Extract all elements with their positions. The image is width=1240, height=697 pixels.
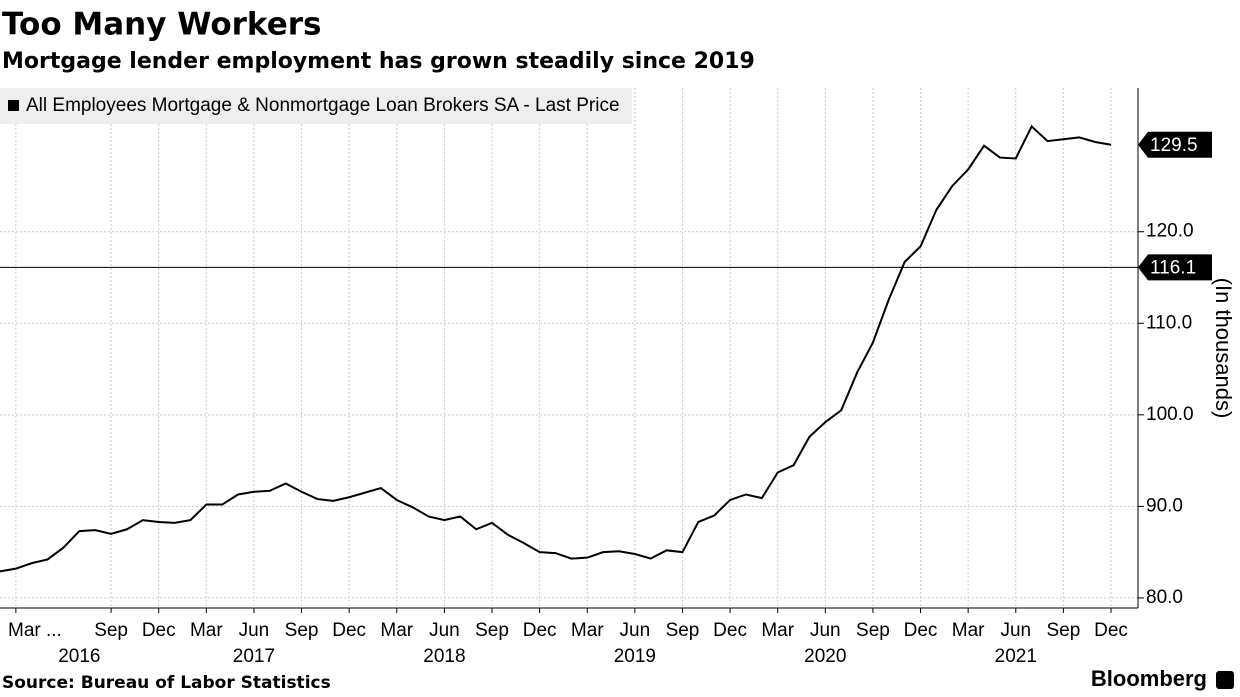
y-tick-label: 110.0 — [1146, 312, 1192, 333]
y-tick-label: 80.0 — [1146, 587, 1183, 608]
year-label: 2018 — [423, 646, 465, 667]
x-tick-label: Dec — [332, 620, 366, 641]
x-tick-label: Mar ... — [8, 620, 62, 641]
legend-box — [0, 88, 632, 124]
brand-icon — [1216, 671, 1234, 689]
y-axis-label: (In thousands) — [1211, 278, 1236, 419]
x-tick-label: Dec — [142, 620, 176, 641]
chart-title: Too Many Workers — [2, 7, 321, 43]
x-tick-label: Jun — [239, 620, 270, 641]
x-tick-label: Dec — [523, 620, 557, 641]
value-tag-label: 129.5 — [1150, 135, 1198, 156]
x-tick-label: Jun — [1000, 620, 1031, 641]
year-label: 2020 — [804, 646, 846, 667]
source: Source: Bureau of Labor Statistics — [2, 673, 331, 693]
x-tick-label: Sep — [285, 620, 319, 641]
x-tick-label: Sep — [475, 620, 509, 641]
x-tick-label: Dec — [904, 620, 938, 641]
brand: Bloomberg — [1091, 666, 1207, 691]
year-label: 2021 — [995, 646, 1037, 667]
y-tick-label: 100.0 — [1146, 404, 1194, 425]
x-tick-label: Jun — [810, 620, 841, 641]
x-tick-label: Mar — [761, 620, 794, 641]
year-label: 2019 — [614, 646, 656, 667]
x-tick-label: Sep — [666, 620, 700, 641]
year-label: 2016 — [58, 646, 100, 667]
value-tag-label: 116.1 — [1150, 257, 1196, 278]
x-tick-label: Mar — [952, 620, 985, 641]
x-tick-label: Mar — [380, 620, 413, 641]
x-tick-label: Sep — [94, 620, 128, 641]
x-tick-label: Dec — [1094, 620, 1128, 641]
x-tick-label: Jun — [620, 620, 651, 641]
x-tick-label: Mar — [571, 620, 604, 641]
x-tick-label: Jun — [429, 620, 460, 641]
chart-subtitle: Mortgage lender employment has grown ste… — [2, 49, 755, 74]
line-series — [0, 124, 1112, 573]
legend-label: All Employees Mortgage & Nonmortgage Loa… — [26, 95, 620, 116]
x-tick-label: Sep — [856, 620, 890, 641]
value-tag — [1138, 131, 1212, 158]
year-label: 2017 — [233, 646, 275, 667]
x-tick-label: Sep — [1046, 620, 1080, 641]
x-tick-label: Mar — [190, 620, 223, 641]
y-tick-label: 90.0 — [1146, 495, 1183, 516]
y-tick-label: 120.0 — [1146, 221, 1194, 242]
legend-swatch — [8, 100, 19, 111]
value-tag — [1138, 254, 1212, 281]
x-tick-label: Dec — [713, 620, 747, 641]
